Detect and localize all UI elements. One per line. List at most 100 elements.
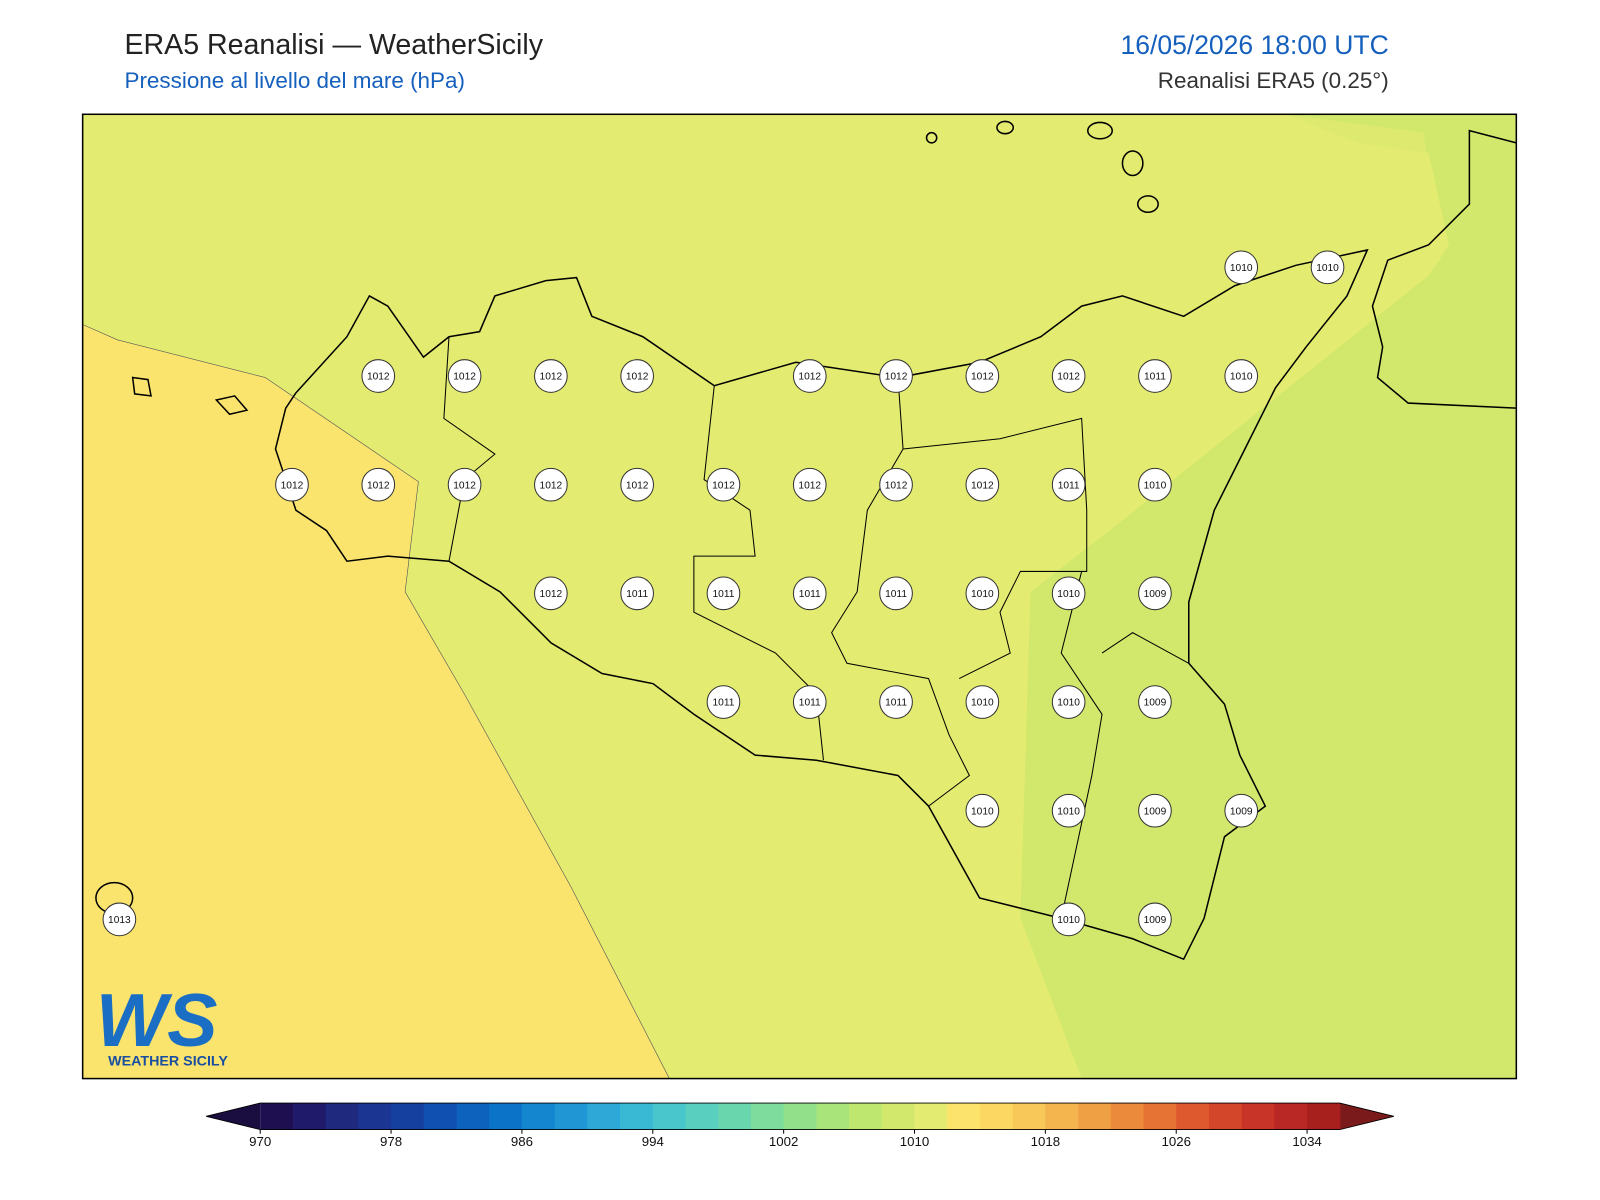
colorbar-segment: [1208, 1103, 1243, 1130]
colorbar-segment: [1176, 1103, 1210, 1130]
station-marker: [965, 576, 1000, 611]
station-value: 1011: [626, 589, 648, 600]
colorbar-segment: [1241, 1103, 1275, 1130]
station-marker: [1224, 359, 1259, 393]
colorbar-segment: [718, 1103, 752, 1130]
colorbar-outline: [206, 1102, 1394, 1131]
colorbar-segment: [260, 1103, 294, 1130]
colorbar-segment: [587, 1103, 621, 1130]
colorbar-segment: [783, 1103, 817, 1130]
colorbar-segment: [816, 1103, 850, 1130]
station-marker: [1051, 467, 1086, 502]
station-value: 1012: [1057, 372, 1080, 383]
colorbar-segment: [292, 1103, 327, 1130]
colorbar-segment: [685, 1103, 719, 1130]
station-marker: [620, 359, 654, 393]
station-value: 1012: [971, 372, 994, 383]
station-marker: [792, 576, 827, 611]
logo-mark: WS: [96, 979, 218, 1063]
colorbar-segment: [914, 1103, 948, 1130]
station-marker: [965, 467, 1000, 502]
station-value: 1011: [713, 698, 735, 709]
source: Reanalisi ERA5 (0.25°): [1158, 68, 1389, 93]
station-marker: [1138, 359, 1172, 393]
station-marker: [706, 576, 741, 611]
station-value: 1012: [626, 480, 649, 491]
station-value: 1011: [799, 698, 821, 709]
colorbar-under: [206, 1103, 261, 1130]
datetime: 16/05/2026 18:00 UTC: [1120, 30, 1388, 60]
colorbar-segment: [1307, 1103, 1341, 1130]
station-marker: [1310, 250, 1345, 285]
island: [925, 131, 938, 144]
logo: WS WEATHER SICILY: [96, 979, 228, 1069]
station-value: 1010: [1057, 698, 1080, 709]
colorbar-segment: [456, 1103, 490, 1130]
subtitle: Pressione al livello del mare (hPa): [124, 68, 464, 93]
station-value: 1011: [1058, 480, 1080, 491]
station-marker: [534, 467, 568, 502]
colorbar-segment: [423, 1103, 458, 1130]
colorbar-segment: [849, 1103, 883, 1130]
field-band: [1285, 114, 1441, 307]
colorbar-tick-label: 978: [380, 1134, 402, 1149]
colorbar-over: [1339, 1103, 1394, 1130]
station-value: 1010: [971, 589, 994, 600]
station-marker: [706, 685, 741, 719]
station-value: 1010: [1230, 372, 1253, 383]
station-value: 1011: [885, 698, 907, 709]
station-marker: [792, 467, 827, 502]
colorbar-tick-label: 1010: [900, 1134, 929, 1149]
colorbar-tick-label: 986: [511, 1134, 533, 1149]
station-marker: [1051, 576, 1086, 611]
colorbar-segment: [652, 1103, 687, 1130]
colorbar-tick-label: 1018: [1031, 1134, 1060, 1149]
station-value: 1012: [453, 480, 476, 491]
station-value: 1010: [1057, 915, 1080, 926]
station-marker: [1051, 902, 1086, 937]
island: [1086, 121, 1114, 140]
station-marker: [879, 359, 913, 393]
station-marker: [102, 902, 137, 937]
colorbar-segment: [358, 1103, 392, 1130]
station-value: 1010: [1316, 263, 1339, 274]
station-marker: [361, 467, 396, 502]
station-value: 1013: [108, 915, 131, 926]
station-value: 1010: [1057, 806, 1080, 817]
station-value: 1010: [971, 806, 994, 817]
station-value: 1010: [1057, 589, 1080, 600]
station-value: 1012: [971, 480, 994, 491]
station-marker: [1138, 793, 1172, 828]
station-marker: [879, 685, 913, 719]
station-value: 1009: [1230, 806, 1253, 817]
island: [131, 376, 152, 397]
station-value: 1012: [281, 480, 304, 491]
station-value: 1012: [540, 589, 563, 600]
colorbar-segment: [750, 1103, 785, 1130]
station-value: 1010: [1144, 480, 1167, 491]
station-value: 1011: [1144, 372, 1166, 383]
station-marker: [965, 793, 1000, 828]
station-marker: [534, 576, 568, 611]
station-marker: [1138, 576, 1172, 611]
station-value: 1011: [885, 589, 907, 600]
station-marker: [965, 685, 1000, 719]
island: [1121, 150, 1144, 177]
station-marker: [1138, 685, 1172, 719]
colorbar-segment: [489, 1103, 523, 1130]
logo-name: WEATHER SICILY: [108, 1053, 228, 1069]
island: [996, 120, 1015, 135]
station-marker: [447, 467, 482, 502]
colorbar-tick-label: 1026: [1161, 1134, 1190, 1149]
field-east: [1020, 114, 1517, 1079]
island: [214, 395, 249, 416]
station-value: 1009: [1144, 915, 1167, 926]
map-frame: [81, 113, 1518, 1080]
colorbar-segment: [979, 1103, 1014, 1130]
station-value: 1012: [626, 372, 649, 383]
station-value: 1012: [367, 372, 390, 383]
colorbar-segment: [620, 1103, 654, 1130]
coastlines: [95, 120, 1517, 961]
colorbar-segment: [1045, 1103, 1079, 1130]
station-value: 1012: [367, 480, 390, 491]
